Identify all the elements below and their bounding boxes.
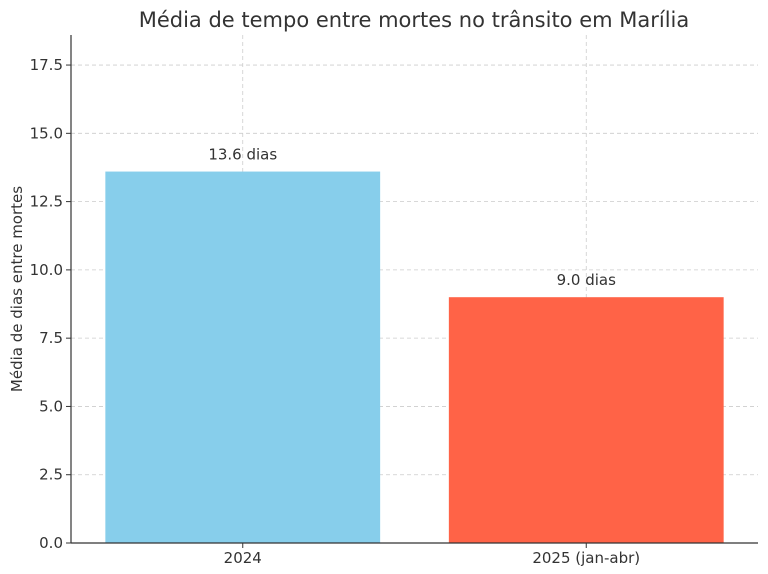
y-tick-label: 17.5 <box>30 56 63 74</box>
y-tick-label: 5.0 <box>39 397 63 415</box>
y-tick-label: 2.5 <box>39 466 63 484</box>
chart-title: Média de tempo entre mortes no trânsito … <box>139 8 690 32</box>
x-tick-label: 2024 <box>224 549 262 567</box>
x-tick-label: 2025 (jan-abr) <box>532 549 640 567</box>
y-tick-label: 10.0 <box>30 261 63 279</box>
x-axis-ticks: 2024 2025 (jan-abr) <box>224 543 640 567</box>
y-tick-label: 15.0 <box>30 124 63 142</box>
y-tick-label: 12.5 <box>30 193 63 211</box>
y-tick-label: 0.0 <box>39 534 63 552</box>
bar <box>448 297 724 543</box>
data-labels: 13.6 dias 9.0 dias <box>208 146 616 290</box>
y-axis-label: Média de dias entre mortes <box>8 186 26 392</box>
y-axis-ticks: 0.0 2.5 5.0 7.5 10.0 12.5 15.0 17.5 <box>30 56 71 552</box>
y-tick-label: 7.5 <box>39 329 63 347</box>
data-label: 13.6 dias <box>208 146 277 164</box>
bars <box>105 171 724 543</box>
data-label: 9.0 dias <box>557 271 617 289</box>
bar <box>105 171 381 543</box>
